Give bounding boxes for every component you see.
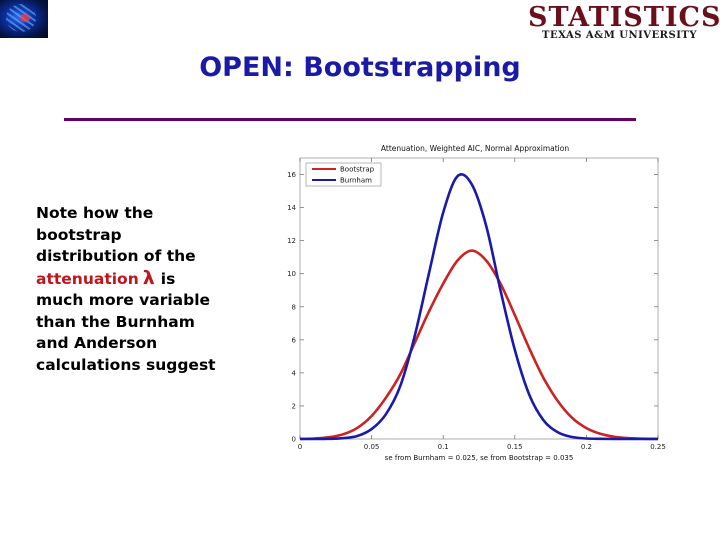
y-tick-label: 6 [292,336,297,344]
y-tick-label: 4 [292,369,297,377]
x-tick-label: 0.05 [364,443,380,451]
y-tick-label: 0 [292,436,296,444]
university-logo: STATISTICS TEXAS A&M UNIVERSITY [528,4,712,44]
y-axis: 0 2 4 6 8 10 12 14 16 [287,171,658,443]
y-tick-label: 14 [287,204,296,212]
corner-photo [0,0,48,38]
y-tick-label: 8 [292,303,296,311]
x-axis-label: se from Burnham = 0.025, se from Bootstr… [385,454,574,462]
x-axis: 0 0.05 0.1 0.15 0.2 0.25 [298,158,666,451]
series-layer [300,174,658,439]
x-tick-label: 0.2 [581,443,592,451]
series-line-burnham [300,174,658,439]
note-line-1: Note how the [36,203,246,225]
y-tick-label: 12 [287,237,296,245]
note-line-3: distribution of the [36,246,246,268]
note-highlight-word: attenuation [36,270,139,288]
y-tick-label: 16 [287,171,296,179]
lambda-symbol: λ [143,267,155,289]
note-line-5: much more variable [36,290,246,312]
x-tick-label: 0.1 [438,443,449,451]
series-line-bootstrap [300,251,658,439]
y-tick-label: 2 [292,402,296,410]
x-tick-label: 0.25 [650,443,666,451]
note-line-7: and Anderson [36,333,246,355]
y-tick-label: 10 [287,270,296,278]
attenuation-chart: Attenuation, Weighted AIC, Normal Approx… [270,136,680,472]
chart-title: Attenuation, Weighted AIC, Normal Approx… [381,144,569,153]
note-text: Note how the bootstrap distribution of t… [36,203,246,376]
x-tick-label: 0 [298,443,302,451]
note-line-6: than the Burnham [36,312,246,334]
legend-label-burnham: Burnham [340,177,372,185]
title-divider [64,118,636,121]
note-line-8: calculations suggest [36,355,246,377]
slide-title: OPEN: Bootstrapping [130,52,590,83]
legend-label-bootstrap: Bootstrap [340,166,375,174]
chart-legend: Bootstrap Burnham [306,163,381,186]
logo-wordmark: STATISTICS [528,4,712,32]
note-line-4-suffix: is [161,270,176,288]
note-line-4: attenuation λ is [36,268,246,291]
note-line-2: bootstrap [36,225,246,247]
x-tick-label: 0.15 [507,443,523,451]
logo-subtitle: TEXAS A&M UNIVERSITY [542,30,712,41]
